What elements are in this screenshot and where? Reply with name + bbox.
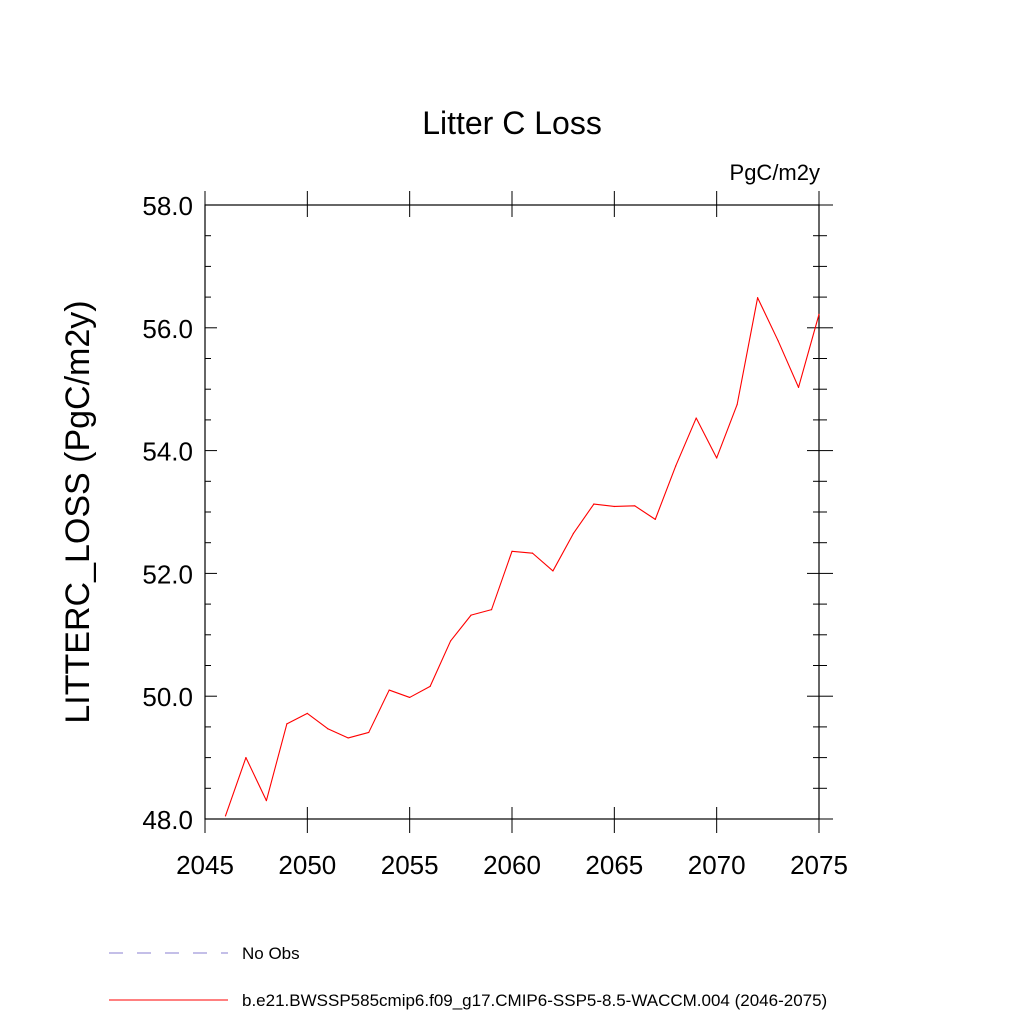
y-tick-label: 58.0 [142,191,193,221]
y-axis-ticks: 48.0 50.0 52.0 54.0 56.0 58.0 [142,191,833,835]
data-point [818,313,820,315]
y-tick-label: 48.0 [142,805,193,835]
data-point [675,465,677,467]
data-point [593,503,595,505]
data-point [265,799,267,802]
y-axis-label: LITTERC_LOSS (PgC/m2y) [59,300,97,723]
y-tick-label: 56.0 [142,314,193,344]
x-tick-label: 2075 [790,850,848,880]
y-tick-label: 50.0 [142,682,193,712]
data-point [388,689,390,691]
x-axis-ticks: 2045 2050 2055 2060 2065 2070 2075 [176,191,848,880]
data-point [490,609,493,611]
units-label: PgC/m2y [730,160,820,185]
data-point [797,386,800,388]
x-tick-label: 2050 [278,850,336,880]
x-tick-label: 2060 [483,850,541,880]
data-point [613,505,615,508]
data-point [245,757,247,759]
data-point [757,297,759,299]
data-point [409,696,411,699]
data-point [450,640,452,642]
data-point [634,505,636,507]
data-point [224,815,227,817]
data-point [777,340,779,342]
data-point [716,457,718,459]
y-tick-label: 52.0 [142,559,193,589]
data-point [695,417,697,419]
data-point [654,518,656,520]
legend-no-obs-label: No Obs [242,944,300,963]
data-point [470,614,472,616]
x-tick-label: 2045 [176,850,234,880]
y-tick-label: 54.0 [142,437,193,467]
x-tick-label: 2070 [688,850,746,880]
data-point [286,723,288,725]
legend-model-label: b.e21.BWSSP585cmip6.f09_g17.CMIP6-SSP5-8… [242,991,827,1010]
series-group [224,297,820,817]
data-point [531,552,534,554]
legend: No Obs b.e21.BWSSP585cmip6.f09_g17.CMIP6… [109,944,827,1010]
data-point [368,731,370,734]
data-point [552,570,554,572]
chart-title: Litter C Loss [422,105,602,141]
data-point [429,685,431,687]
data-point [572,532,575,535]
data-point [327,728,329,730]
data-point [347,737,349,739]
x-tick-label: 2065 [585,850,643,880]
plot-frame [204,204,820,820]
data-point [306,712,308,714]
data-point [736,403,738,406]
series-line-0 [224,297,820,817]
x-tick-label: 2055 [381,850,439,880]
data-point [511,550,513,552]
